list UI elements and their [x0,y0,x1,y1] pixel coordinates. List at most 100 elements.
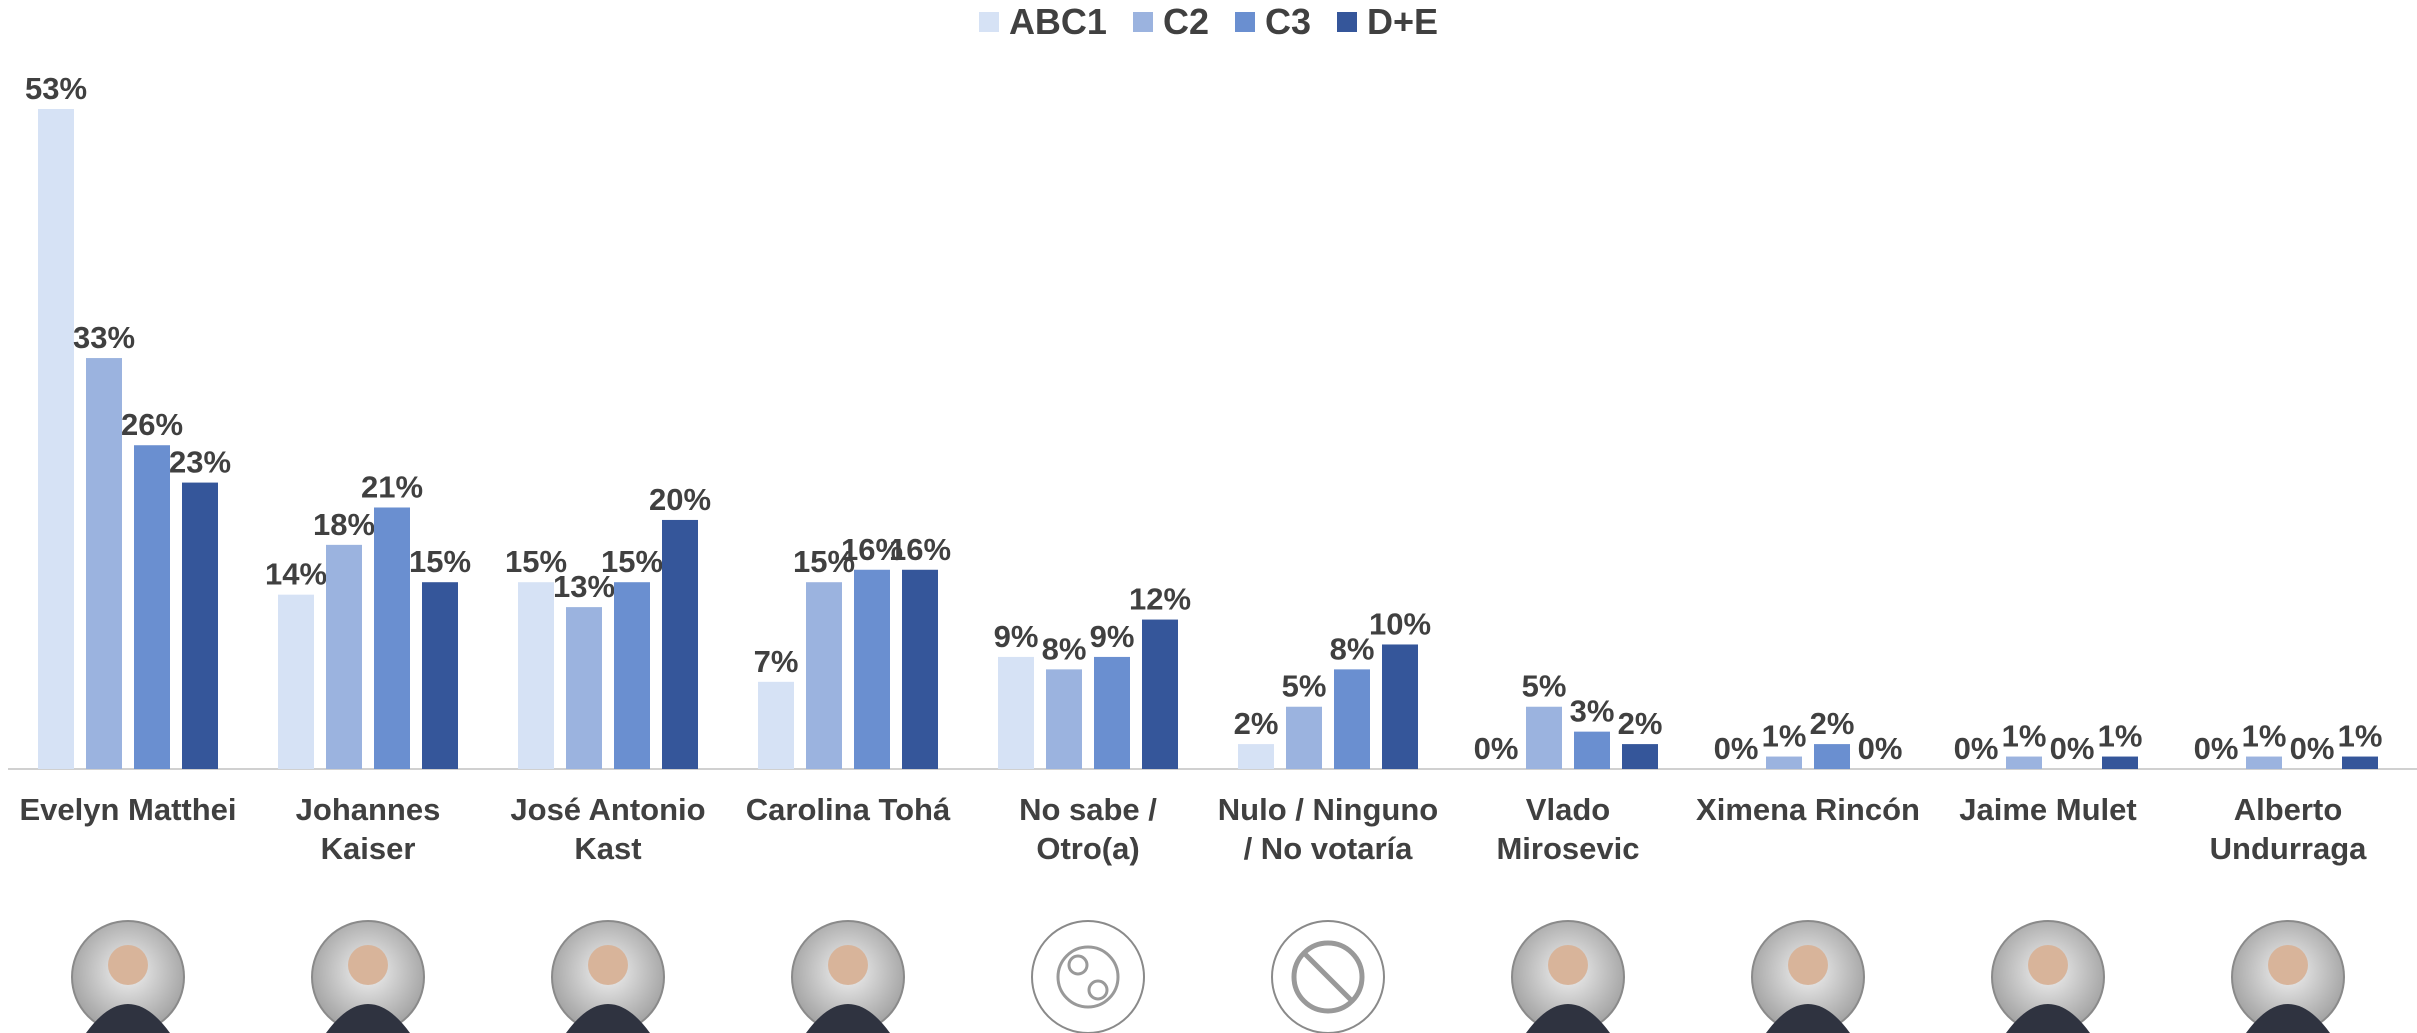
bar [1526,706,1562,769]
face [1548,945,1588,985]
bar [1766,756,1802,769]
bar [326,544,362,769]
category-label: Jaime Mulet [1959,792,2137,827]
value-label: 9% [994,619,1039,654]
value-label: 15% [793,544,855,579]
bar [1622,744,1658,769]
legend-swatch [978,12,999,32]
bar [2246,756,2282,769]
icon [1291,940,1365,1014]
value-label: 1% [2242,719,2287,754]
face [1788,945,1828,985]
value-label: 16% [889,532,951,567]
icon [1302,951,1354,1003]
icon [1067,954,1089,976]
face [2268,945,2308,985]
value-label: 8% [1042,631,1087,666]
icon [1056,945,1120,1009]
value-label: 0% [2194,731,2239,766]
category-label: Ximena Rincón [1696,792,1920,827]
value-label: 33% [73,320,135,355]
bar [374,507,410,769]
value-label: 8% [1330,631,1375,666]
category-label: Nulo / Ninguno / No votaría [1217,792,1439,866]
value-label: 1% [2338,719,2383,754]
value-label: 2% [1618,706,1663,741]
value-label: 14% [265,557,327,592]
face [2028,945,2068,985]
bar [1382,644,1418,769]
icon [1087,979,1109,1001]
bar [998,656,1034,769]
body [806,1004,890,1033]
category-label: Carolina Tohá [745,792,951,827]
value-label: 0% [1474,731,1519,766]
bar [2342,756,2378,769]
value-label: 5% [1282,669,1327,704]
value-label: 13% [553,569,615,604]
legend-swatch [1234,12,1255,32]
bar [2102,756,2138,769]
value-label: 3% [1570,694,1615,729]
value-label: 23% [169,445,231,480]
avatar [791,920,905,1033]
value-label: 10% [1369,606,1431,641]
legend-label: ABC1 [1008,1,1107,42]
value-label: 2% [1810,706,1855,741]
avatar [2231,920,2345,1033]
bar [1286,706,1322,769]
bar [902,569,938,769]
legend-label: C2 [1162,1,1209,42]
avatar [311,920,425,1033]
legend-item: D+E [1337,1,1438,43]
body [1766,1004,1850,1033]
body [2006,1004,2090,1033]
value-label: 1% [1762,719,1807,754]
category-label: Vlado Mirosevic [1496,792,1640,866]
legend: ABC1 C2 C3 D+E [0,0,2417,44]
value-label: 0% [1714,731,1759,766]
value-label: 1% [2002,719,2047,754]
legend-label: D+E [1367,1,1439,42]
value-label: 15% [505,544,567,579]
bar [1574,731,1610,769]
bar [1046,669,1082,769]
value-label: 0% [2050,731,2095,766]
bar [854,569,890,769]
value-label: 15% [409,544,471,579]
bar [566,607,602,769]
face [108,945,148,985]
category-label: José Antonio Kast [510,792,706,866]
avatar [1271,920,1385,1033]
avatar [1751,920,1865,1033]
value-label: 12% [1129,582,1191,617]
value-label: 21% [361,469,423,504]
body [2246,1004,2330,1033]
legend-swatch [1132,12,1153,32]
bar [758,681,794,769]
value-label: 0% [2290,731,2335,766]
bar [2006,756,2042,769]
body [86,1004,170,1033]
value-label: 2% [1234,706,1279,741]
legend-label: C3 [1264,1,1312,42]
legend-swatch [1337,12,1358,32]
bar [1334,669,1370,769]
bar [422,582,458,769]
category-label: Evelyn Matthei [19,792,237,827]
value-label: 26% [121,407,183,442]
value-label: 7% [754,644,799,679]
category-label: Alberto Undurraga [2209,792,2367,866]
legend-item: ABC1 [978,1,1107,43]
value-label: 1% [2098,719,2143,754]
bar [662,519,698,769]
bar [1094,656,1130,769]
body [1526,1004,1610,1033]
bar [38,109,74,769]
value-label: 9% [1090,619,1135,654]
value-label: 0% [1858,731,1903,766]
category-label: Johannes Kaiser [295,792,441,866]
face [588,945,628,985]
